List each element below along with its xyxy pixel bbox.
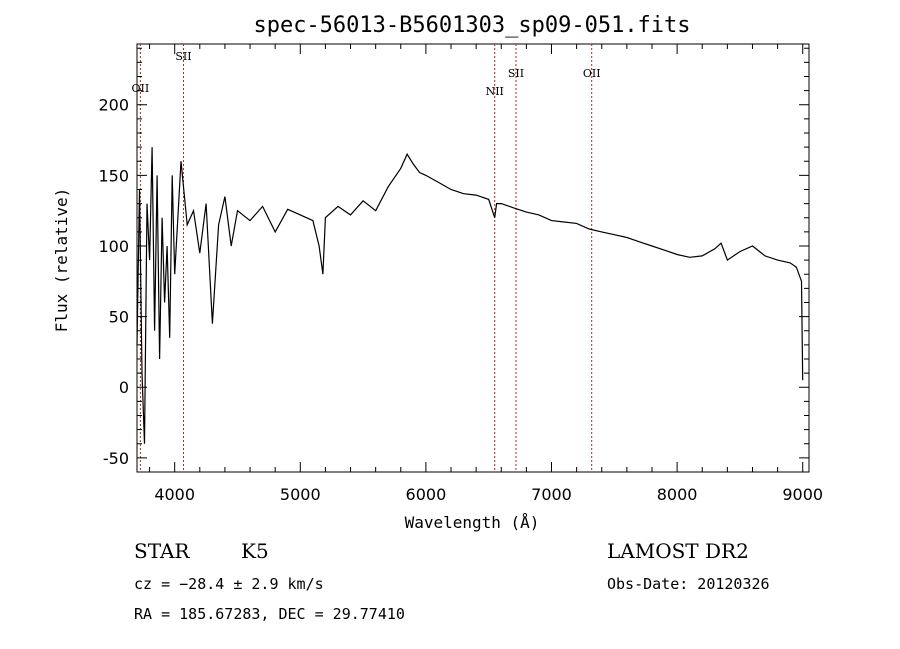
y-tick-label: 0: [119, 378, 129, 397]
emission-lines: OII SII NII SII OII: [132, 44, 601, 472]
emission-line-label: SII: [508, 67, 524, 80]
y-tick-label: 150: [98, 166, 129, 185]
info-panel: STAR K5 cz = −28.4 ± 2.9 km/s RA = 185.6…: [134, 539, 770, 623]
x-tick-label: 9000: [782, 485, 823, 504]
x-tick-label: 4000: [154, 485, 195, 504]
object-subclass: K5: [241, 539, 269, 563]
object-class: STAR: [134, 539, 190, 563]
survey-name: LAMOST DR2: [607, 539, 749, 563]
emission-line-label: NII: [486, 85, 504, 98]
y-tick-label: 200: [98, 96, 129, 115]
y-tick-label: -50: [103, 449, 129, 468]
x-tick-label: 7000: [531, 485, 572, 504]
plot-area: OII SII NII SII OII 4000 5000 6000 7000 8000 9000…: [98, 43, 823, 504]
spectrum-line: [136, 147, 804, 444]
x-axis-label: Wavelength (Å): [405, 513, 540, 532]
emission-line-label: OII: [583, 67, 601, 80]
coordinates-text: RA = 185.67283, DEC = 29.77410: [134, 605, 405, 623]
obs-date: Obs-Date: 20120326: [607, 575, 770, 593]
x-tick-label: 5000: [280, 485, 321, 504]
y-tick-label: 100: [98, 237, 129, 256]
emission-line-label: SII: [175, 50, 191, 63]
y-axis-label: Flux (relative): [52, 188, 71, 333]
emission-line-label: OII: [132, 82, 150, 95]
x-tick-label: 6000: [406, 485, 447, 504]
y-axis-ticks: -50 0 50 100 150 200: [98, 47, 809, 468]
redshift-text: cz = −28.4 ± 2.9 km/s: [134, 575, 324, 593]
plot-frame: [136, 43, 810, 473]
x-axis-ticks: 4000 5000 6000 7000 8000 9000: [149, 44, 823, 504]
x-tick-label: 8000: [657, 485, 698, 504]
chart-title: spec-56013-B5601303_sp09-051.fits: [253, 13, 690, 38]
y-tick-label: 50: [109, 308, 129, 327]
